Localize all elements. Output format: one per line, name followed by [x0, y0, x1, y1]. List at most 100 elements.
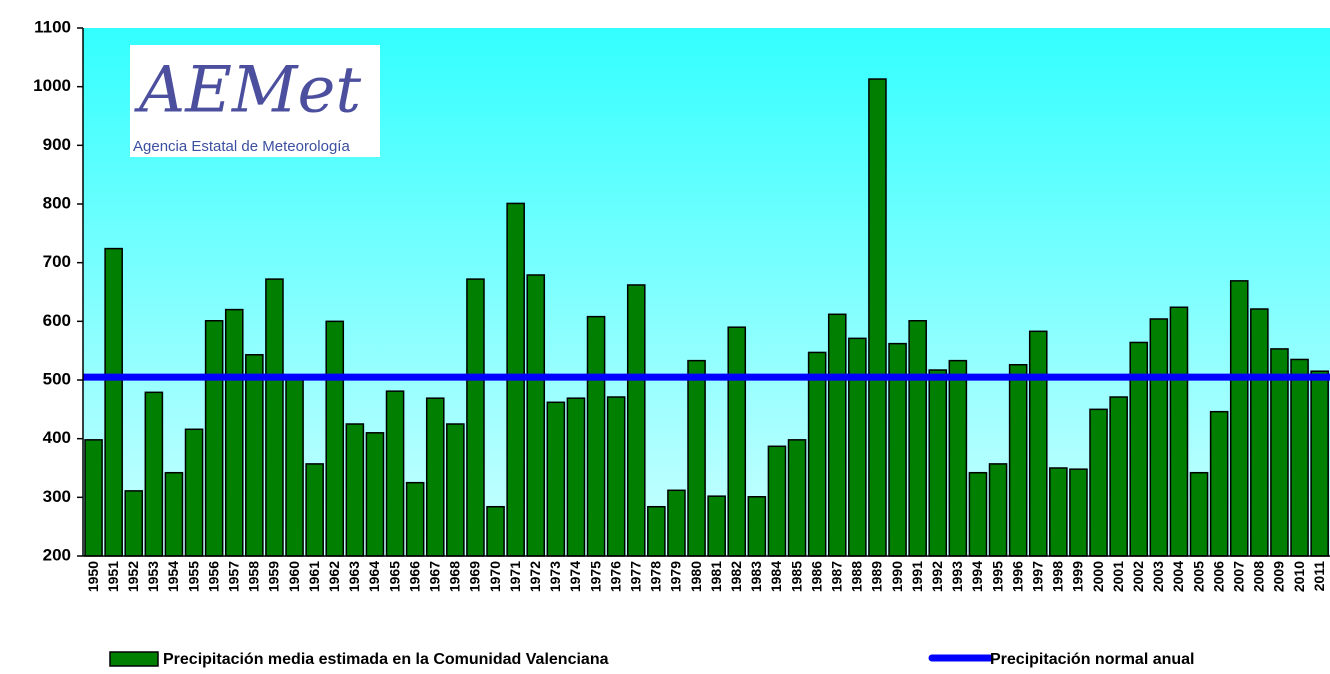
bar	[988, 463, 1008, 557]
legend-swatch	[109, 651, 159, 667]
y-tick-label: 400	[43, 428, 71, 447]
x-tick-label: 1989	[869, 561, 885, 592]
x-tick-label: 1988	[849, 561, 865, 592]
x-tick-label: 1974	[567, 561, 583, 592]
y-tick-label: 300	[43, 487, 71, 506]
x-tick-label: 1954	[165, 561, 181, 592]
bar	[1089, 408, 1108, 557]
x-tick-label: 1959	[266, 561, 282, 592]
bar	[1008, 363, 1028, 557]
x-tick-label: 1976	[607, 561, 623, 592]
bar	[1209, 410, 1229, 557]
bar	[687, 359, 706, 557]
bar	[1189, 471, 1209, 557]
x-tick-label: 1984	[768, 561, 784, 592]
bar	[848, 337, 867, 557]
bar	[868, 78, 887, 557]
x-tick-label: 1987	[828, 561, 844, 592]
bar	[224, 308, 244, 557]
x-tick-label: 1969	[467, 561, 483, 592]
bar	[1049, 467, 1068, 557]
logo-subtitle: Agencia Estatal de Meteorología	[133, 138, 350, 155]
x-tick-label: 2007	[1230, 561, 1246, 592]
bar	[204, 319, 224, 557]
x-tick-label: 2002	[1130, 561, 1146, 592]
x-tick-label: 1979	[668, 561, 684, 592]
x-tick-label: 1968	[447, 561, 463, 592]
bar	[425, 397, 445, 557]
x-tick-label: 1983	[748, 561, 764, 592]
bar	[908, 319, 927, 557]
bar	[606, 396, 626, 557]
x-tick-label: 2000	[1090, 561, 1106, 592]
bar	[707, 495, 726, 557]
x-tick-label: 1958	[246, 561, 262, 592]
x-tick-label: 1951	[105, 561, 121, 592]
y-tick-label: 700	[43, 252, 71, 271]
bar	[184, 428, 204, 557]
x-tick-label: 2008	[1251, 561, 1267, 592]
bar	[305, 463, 324, 557]
bar	[647, 505, 666, 557]
legend-label: Precipitación normal anual	[990, 651, 1195, 668]
bar	[245, 354, 264, 557]
x-tick-label: 1997	[1029, 561, 1045, 592]
x-tick-label: 2009	[1271, 561, 1287, 592]
y-tick-label: 600	[43, 311, 71, 330]
x-tick-label: 1966	[406, 561, 422, 592]
bar	[727, 326, 747, 557]
y-tick-label: 1000	[33, 76, 71, 95]
bar	[104, 247, 123, 557]
bar	[265, 278, 284, 557]
x-tick-label: 2005	[1190, 561, 1206, 592]
x-tick-label: 1962	[326, 561, 342, 592]
bar	[747, 495, 767, 557]
x-tick-label: 1996	[1009, 561, 1025, 592]
bar	[144, 391, 164, 557]
x-tick-label: 1961	[306, 561, 322, 592]
y-tick-label: 900	[43, 135, 71, 154]
x-tick-label: 1985	[788, 561, 804, 592]
x-tick-label: 1950	[85, 561, 101, 592]
bar	[1149, 318, 1169, 557]
bar	[1250, 308, 1269, 557]
bar	[526, 274, 546, 557]
bar	[164, 471, 184, 557]
x-tick-label: 2006	[1210, 561, 1226, 592]
x-tick-label: 1977	[627, 561, 643, 592]
x-tick-label: 1991	[909, 561, 925, 592]
y-tick-label: 800	[43, 193, 71, 212]
y-tick-label: 500	[43, 369, 71, 388]
x-tick-label: 1952	[125, 561, 141, 592]
x-tick-label: 2011	[1311, 561, 1327, 592]
bar	[928, 369, 948, 557]
x-tick-label: 1957	[225, 561, 241, 592]
bar	[325, 320, 345, 557]
x-tick-label: 2004	[1170, 561, 1186, 592]
bar	[827, 313, 847, 557]
x-tick-label: 1970	[487, 561, 503, 592]
x-tick-label: 1982	[728, 561, 744, 592]
bar	[807, 351, 827, 557]
bar	[566, 397, 586, 557]
bar	[667, 489, 686, 557]
bar	[948, 359, 968, 557]
x-tick-label: 1993	[949, 561, 965, 592]
y-tick-label: 1100	[34, 17, 71, 36]
bar	[1069, 468, 1088, 557]
bar	[345, 423, 365, 557]
logo-box	[130, 45, 380, 157]
bar	[365, 432, 385, 557]
bar	[385, 390, 405, 557]
bar	[968, 471, 988, 557]
bar	[486, 505, 505, 557]
x-tick-label: 1967	[426, 561, 442, 592]
x-tick-label: 2001	[1110, 561, 1126, 592]
bar	[285, 376, 304, 557]
x-tick-label: 1972	[527, 561, 543, 592]
x-tick-label: 1953	[145, 561, 161, 592]
x-tick-label: 1965	[386, 561, 402, 592]
x-tick-label: 1994	[969, 561, 985, 592]
bar	[405, 481, 425, 557]
